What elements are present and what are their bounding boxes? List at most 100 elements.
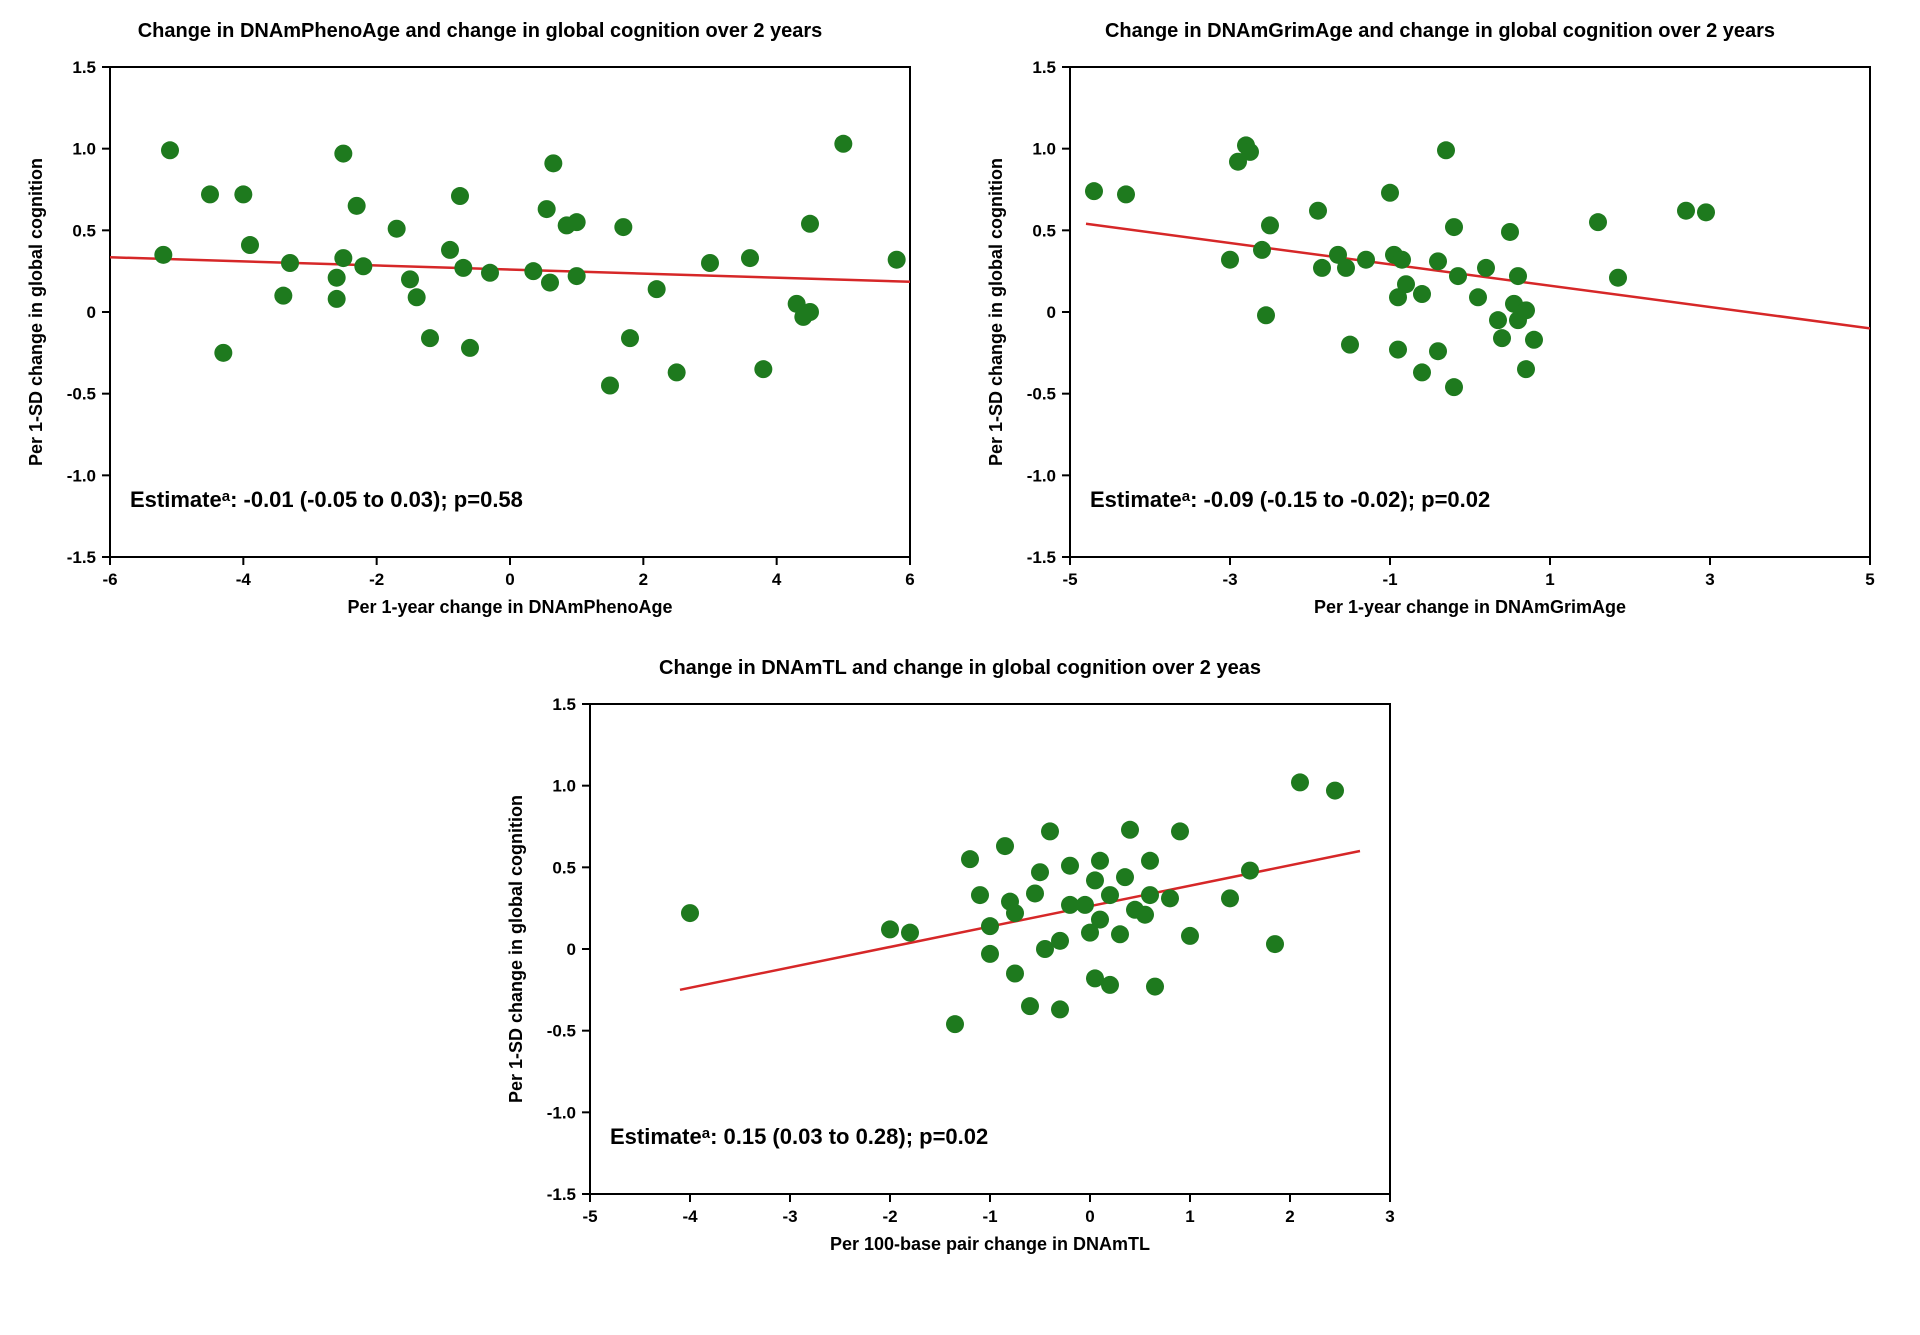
data-point (1221, 251, 1239, 269)
data-point (1261, 216, 1279, 234)
data-point (1146, 978, 1164, 996)
y-tick-label: -1.0 (547, 1103, 576, 1122)
data-point (281, 254, 299, 272)
data-point (1061, 857, 1079, 875)
data-point (388, 220, 406, 238)
panel-title: Change in DNAmPhenoAge and change in glo… (20, 20, 940, 43)
data-point (1141, 886, 1159, 904)
data-point (1141, 852, 1159, 870)
data-point (1337, 259, 1355, 277)
data-point (538, 200, 556, 218)
data-point (154, 246, 172, 264)
data-point (1021, 997, 1039, 1015)
data-point (214, 344, 232, 362)
data-point (524, 262, 542, 280)
data-point (421, 329, 439, 347)
scatter-panel-phenoage: Change in DNAmPhenoAge and change in glo… (20, 20, 940, 627)
x-tick-label: 2 (639, 570, 648, 589)
data-point (461, 339, 479, 357)
data-point (601, 377, 619, 395)
data-point (451, 187, 469, 205)
data-point (981, 917, 999, 935)
y-tick-label: 0.5 (1032, 221, 1056, 240)
y-tick-label: 0 (1047, 303, 1056, 322)
y-tick-label: 1.5 (1032, 58, 1056, 77)
chart-svg: -5-3-1135-1.5-1.0-0.500.51.01.5Per 1-yea… (980, 47, 1890, 627)
data-point (1326, 782, 1344, 800)
regression-line (110, 257, 910, 282)
data-point (1241, 143, 1259, 161)
data-point (1117, 185, 1135, 203)
data-point (328, 269, 346, 287)
x-axis-label: Per 1-year change in DNAmPhenoAge (347, 597, 672, 617)
data-point (1413, 363, 1431, 381)
data-point (1309, 202, 1327, 220)
data-point (1181, 927, 1199, 945)
data-point (1241, 862, 1259, 880)
y-tick-label: -0.5 (1027, 385, 1056, 404)
x-axis-label: Per 1-year change in DNAmGrimAge (1314, 597, 1626, 617)
y-tick-label: -1.5 (67, 548, 96, 567)
y-tick-label: 0.5 (552, 858, 576, 877)
data-point (681, 904, 699, 922)
data-point (614, 218, 632, 236)
data-point (1221, 889, 1239, 907)
x-tick-label: 0 (505, 570, 514, 589)
data-point (201, 185, 219, 203)
data-point (621, 329, 639, 347)
data-point (544, 154, 562, 172)
data-point (454, 259, 472, 277)
x-tick-label: 4 (772, 570, 782, 589)
data-point (1076, 896, 1094, 914)
y-axis-label: Per 1-SD change in global cognition (506, 795, 526, 1103)
y-tick-label: -0.5 (547, 1022, 576, 1041)
data-point (701, 254, 719, 272)
data-point (1171, 822, 1189, 840)
data-point (1051, 1000, 1069, 1018)
data-point (1697, 203, 1715, 221)
data-point (1253, 241, 1271, 259)
panel-title: Change in DNAmGrimAge and change in glob… (980, 20, 1900, 43)
data-point (1493, 329, 1511, 347)
data-point (408, 288, 426, 306)
data-point (334, 145, 352, 163)
data-point (1509, 267, 1527, 285)
x-tick-label: 1 (1545, 570, 1554, 589)
data-point (1341, 336, 1359, 354)
y-tick-label: 1.0 (1032, 140, 1056, 159)
data-point (481, 264, 499, 282)
x-tick-label: 2 (1285, 1207, 1294, 1226)
data-point (161, 141, 179, 159)
data-point (1041, 822, 1059, 840)
data-point (1101, 976, 1119, 994)
data-point (1313, 259, 1331, 277)
data-point (1477, 259, 1495, 277)
data-point (981, 945, 999, 963)
data-point (754, 360, 772, 378)
data-point (1413, 285, 1431, 303)
data-point (1517, 360, 1535, 378)
data-point (1677, 202, 1695, 220)
x-tick-label: -1 (982, 1207, 997, 1226)
y-axis-label: Per 1-SD change in global cognition (986, 158, 1006, 466)
scatter-panel-tl: Change in DNAmTL and change in global co… (500, 657, 1420, 1264)
chart-svg: -6-4-20246-1.5-1.0-0.500.51.01.5Per 1-ye… (20, 47, 930, 627)
data-point (961, 850, 979, 868)
y-tick-label: -1.0 (1027, 466, 1056, 485)
data-point (1589, 213, 1607, 231)
data-point (1393, 251, 1411, 269)
data-point (1266, 935, 1284, 953)
y-tick-label: -1.5 (1027, 548, 1056, 567)
data-point (1091, 852, 1109, 870)
data-point (801, 215, 819, 233)
x-axis-label: Per 100-base pair change in DNAmTL (830, 1234, 1150, 1254)
data-point (996, 837, 1014, 855)
x-tick-label: 3 (1705, 570, 1714, 589)
y-tick-label: 1.5 (552, 695, 576, 714)
data-point (234, 185, 252, 203)
data-point (441, 241, 459, 259)
data-point (946, 1015, 964, 1033)
data-point (348, 197, 366, 215)
data-point (1116, 868, 1134, 886)
data-point (1429, 252, 1447, 270)
